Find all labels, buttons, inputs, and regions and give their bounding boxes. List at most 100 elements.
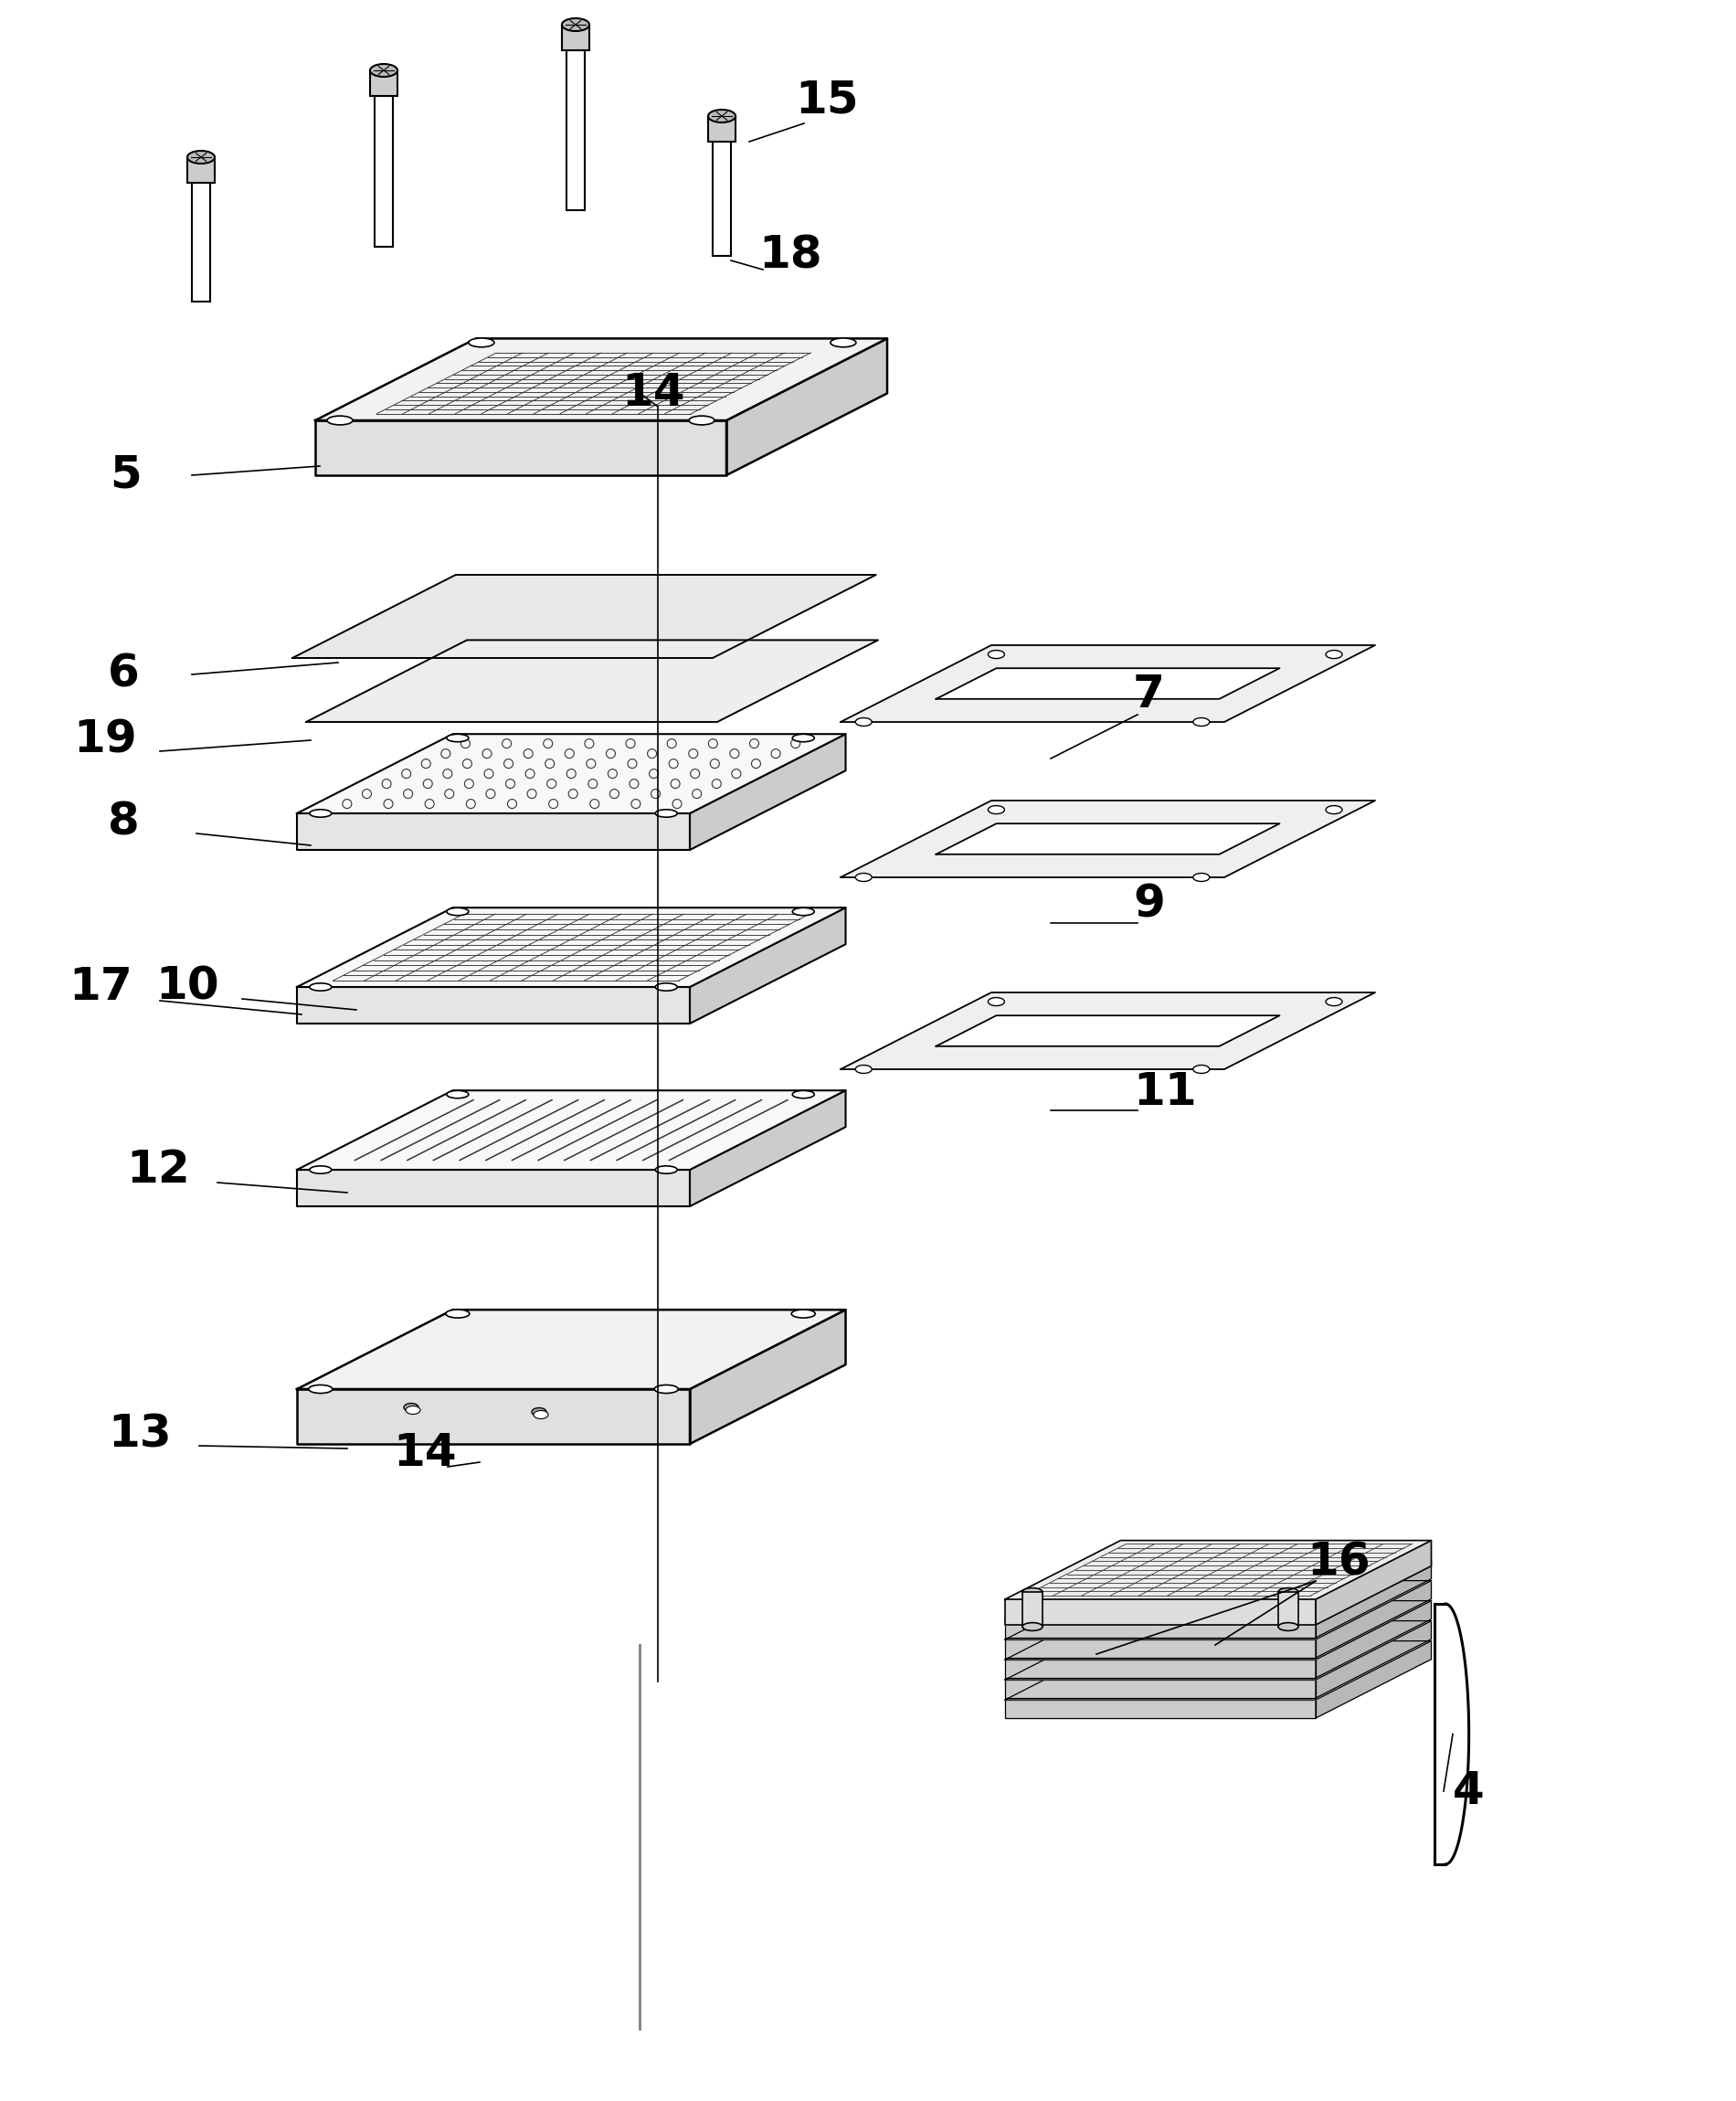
Polygon shape [297, 987, 689, 1023]
Ellipse shape [654, 1166, 677, 1174]
Polygon shape [936, 824, 1279, 855]
Bar [708, 116, 736, 141]
Polygon shape [840, 800, 1375, 878]
Text: 9: 9 [1134, 882, 1165, 927]
Text: 14: 14 [392, 1431, 457, 1475]
Ellipse shape [469, 338, 495, 347]
Text: 19: 19 [73, 719, 137, 763]
Ellipse shape [1326, 651, 1342, 658]
Text: 10: 10 [155, 964, 219, 1008]
Polygon shape [1005, 1620, 1316, 1637]
Bar [1023, 1593, 1043, 1626]
Polygon shape [689, 908, 845, 1023]
Ellipse shape [1023, 1622, 1043, 1630]
Ellipse shape [370, 63, 398, 78]
Polygon shape [1316, 1580, 1430, 1658]
Ellipse shape [1193, 874, 1210, 882]
Ellipse shape [309, 1385, 332, 1393]
Ellipse shape [1023, 1588, 1043, 1597]
Ellipse shape [309, 983, 332, 992]
Text: 16: 16 [1307, 1540, 1370, 1584]
Ellipse shape [446, 908, 469, 916]
Polygon shape [1005, 1561, 1430, 1620]
Ellipse shape [988, 805, 1005, 813]
Polygon shape [316, 420, 726, 475]
Polygon shape [840, 645, 1375, 723]
Ellipse shape [856, 1065, 871, 1074]
Text: 14: 14 [621, 372, 686, 414]
Ellipse shape [988, 651, 1005, 658]
Polygon shape [840, 992, 1375, 1069]
Text: 18: 18 [759, 233, 821, 277]
Polygon shape [297, 908, 845, 987]
Bar [193, 183, 210, 303]
Polygon shape [292, 576, 877, 658]
Polygon shape [1005, 1641, 1430, 1700]
Polygon shape [297, 1309, 845, 1389]
Polygon shape [1005, 1700, 1316, 1719]
Ellipse shape [1193, 719, 1210, 727]
Bar [713, 141, 731, 256]
Polygon shape [297, 813, 689, 851]
Polygon shape [316, 338, 887, 420]
Text: 6: 6 [108, 653, 139, 695]
Polygon shape [1316, 1561, 1430, 1637]
Text: 12: 12 [127, 1147, 189, 1191]
Polygon shape [726, 338, 887, 475]
Polygon shape [1316, 1641, 1430, 1719]
Ellipse shape [654, 983, 677, 992]
Ellipse shape [562, 19, 589, 32]
Polygon shape [1005, 1639, 1316, 1658]
Text: 11: 11 [1134, 1069, 1196, 1114]
Ellipse shape [533, 1410, 549, 1418]
Ellipse shape [446, 1309, 469, 1317]
Ellipse shape [856, 719, 871, 727]
Polygon shape [306, 641, 878, 723]
Polygon shape [689, 733, 845, 851]
Ellipse shape [830, 338, 856, 347]
Polygon shape [1316, 1540, 1430, 1624]
Bar [562, 25, 589, 50]
Polygon shape [297, 1090, 845, 1170]
Ellipse shape [446, 1090, 469, 1099]
Text: 5: 5 [109, 454, 141, 498]
Polygon shape [1005, 1660, 1316, 1679]
Polygon shape [1316, 1601, 1430, 1679]
Ellipse shape [654, 1385, 679, 1393]
Ellipse shape [792, 733, 814, 742]
Ellipse shape [1278, 1622, 1299, 1630]
Polygon shape [936, 668, 1279, 700]
Text: 7: 7 [1134, 672, 1165, 716]
Bar [566, 50, 585, 210]
Ellipse shape [689, 416, 715, 424]
Polygon shape [297, 1170, 689, 1206]
Ellipse shape [1326, 805, 1342, 813]
Text: 8: 8 [108, 800, 139, 845]
Polygon shape [689, 1309, 845, 1443]
Polygon shape [297, 733, 845, 813]
Ellipse shape [1278, 1588, 1299, 1597]
Ellipse shape [309, 809, 332, 817]
Ellipse shape [309, 1166, 332, 1174]
Ellipse shape [708, 109, 736, 122]
Polygon shape [689, 1090, 845, 1206]
Ellipse shape [1326, 998, 1342, 1006]
Text: 13: 13 [108, 1412, 172, 1456]
Ellipse shape [531, 1408, 547, 1416]
Ellipse shape [187, 151, 215, 164]
Polygon shape [1005, 1540, 1430, 1599]
Bar [187, 158, 215, 183]
Ellipse shape [1193, 1065, 1210, 1074]
Ellipse shape [792, 908, 814, 916]
Polygon shape [1005, 1679, 1316, 1698]
Ellipse shape [446, 733, 469, 742]
Text: 15: 15 [795, 78, 859, 122]
Bar [1278, 1593, 1299, 1626]
Text: 4: 4 [1453, 1769, 1484, 1813]
Polygon shape [1316, 1620, 1430, 1698]
Polygon shape [1005, 1601, 1430, 1660]
Polygon shape [1005, 1620, 1430, 1679]
Polygon shape [1005, 1599, 1316, 1624]
Polygon shape [1005, 1580, 1430, 1639]
Bar [370, 69, 398, 97]
